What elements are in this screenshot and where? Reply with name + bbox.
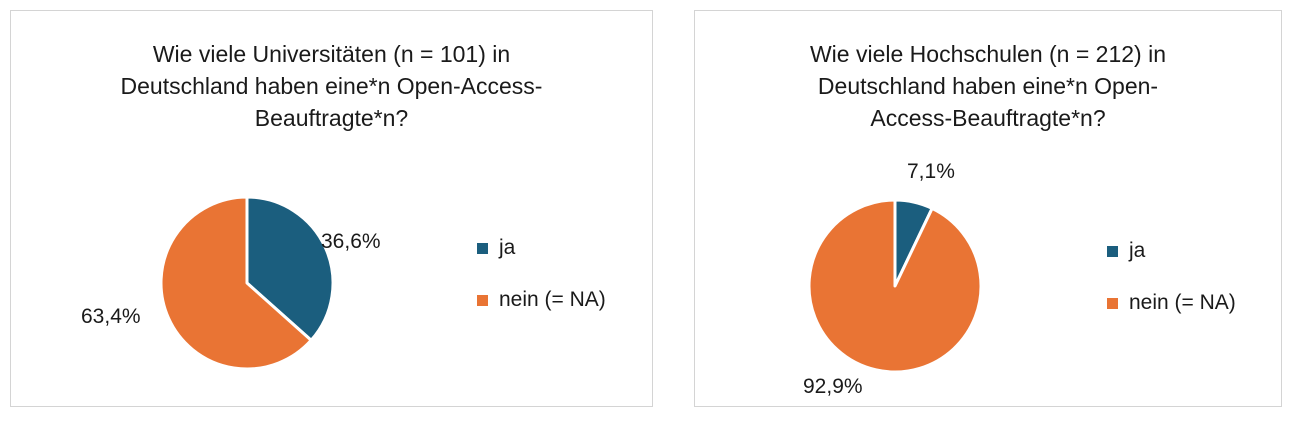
legend-swatch xyxy=(477,242,488,254)
pie-chart: 7,1% 92,9% xyxy=(803,160,983,398)
legend-item-ja: ja xyxy=(1107,236,1236,266)
legend-item-nein: nein (= NA) xyxy=(1107,288,1236,318)
data-label-nein: 92,9% xyxy=(803,375,863,398)
chart-title: Wie viele Universitäten (n = 101) in Deu… xyxy=(11,38,652,134)
data-label-ja: 36,6% xyxy=(321,230,381,253)
legend-item-nein: nein (= NA) xyxy=(477,285,606,315)
chart-panel-universities: Wie viele Universitäten (n = 101) in Deu… xyxy=(10,10,653,407)
legend-label: ja xyxy=(1129,239,1146,262)
pie-slice-ja xyxy=(245,195,335,342)
chart-title-line: Deutschland haben eine*n Open-Access- xyxy=(120,73,543,99)
chart-title-line: Wie viele Hochschulen (n = 212) in xyxy=(809,41,1167,67)
data-label-ja: 7,1% xyxy=(907,160,955,183)
chart-title-line: Access-Beauftragte*n? xyxy=(870,105,1106,131)
legend-swatch xyxy=(477,294,488,306)
pie-slice-nein xyxy=(807,198,983,374)
legend: ja nein (= NA) xyxy=(477,233,606,337)
legend-item-ja: ja xyxy=(477,233,606,263)
legend-label: ja xyxy=(499,236,516,259)
pie-slice-nein xyxy=(159,195,313,371)
legend-swatch xyxy=(1107,297,1118,309)
legend-label: nein (= NA) xyxy=(499,288,606,311)
legend-label: nein (= NA) xyxy=(1129,291,1236,314)
chart-title-line: Deutschland haben eine*n Open- xyxy=(817,73,1159,99)
chart-title: Wie viele Hochschulen (n = 212) in Deuts… xyxy=(695,38,1281,134)
data-label-nein: 63,4% xyxy=(81,305,141,328)
chart-title-line: Beauftragte*n? xyxy=(254,105,409,131)
pie-chart: 36,6% 63,4% xyxy=(81,195,381,371)
chart-title-line: Wie viele Universitäten (n = 101) in xyxy=(152,41,511,67)
legend-swatch xyxy=(1107,245,1118,257)
chart-panel-hochschulen: Wie viele Hochschulen (n = 212) in Deuts… xyxy=(694,10,1282,407)
legend: ja nein (= NA) xyxy=(1107,236,1236,340)
